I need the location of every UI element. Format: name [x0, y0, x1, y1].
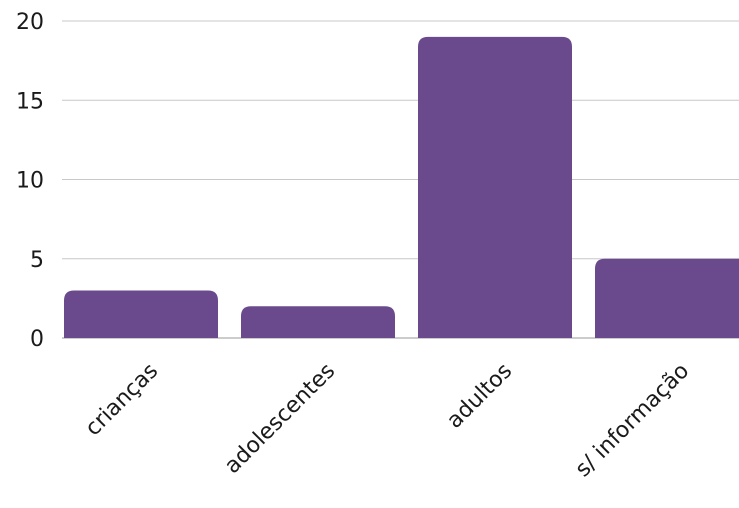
- bar-1: [241, 306, 395, 338]
- y-tick-label: 15: [16, 89, 44, 114]
- bars: [64, 36, 739, 338]
- bar-3: [595, 258, 739, 338]
- x-tick-label: crianças: [81, 359, 164, 442]
- x-tick-label: adolescentes: [220, 359, 340, 479]
- x-tick-label: s/ informação: [571, 359, 695, 483]
- bar-2: [418, 36, 572, 338]
- y-tick-label: 10: [16, 169, 44, 194]
- y-tick-label: 0: [30, 327, 44, 352]
- bar-0: [64, 290, 218, 338]
- x-tick-label: adultos: [442, 359, 517, 434]
- y-tick-label: 20: [16, 10, 44, 35]
- y-tick-label: 5: [30, 248, 44, 273]
- axes: 0 5 10 15 20 crianças adolescentes adultos s/ in…: [16, 10, 694, 482]
